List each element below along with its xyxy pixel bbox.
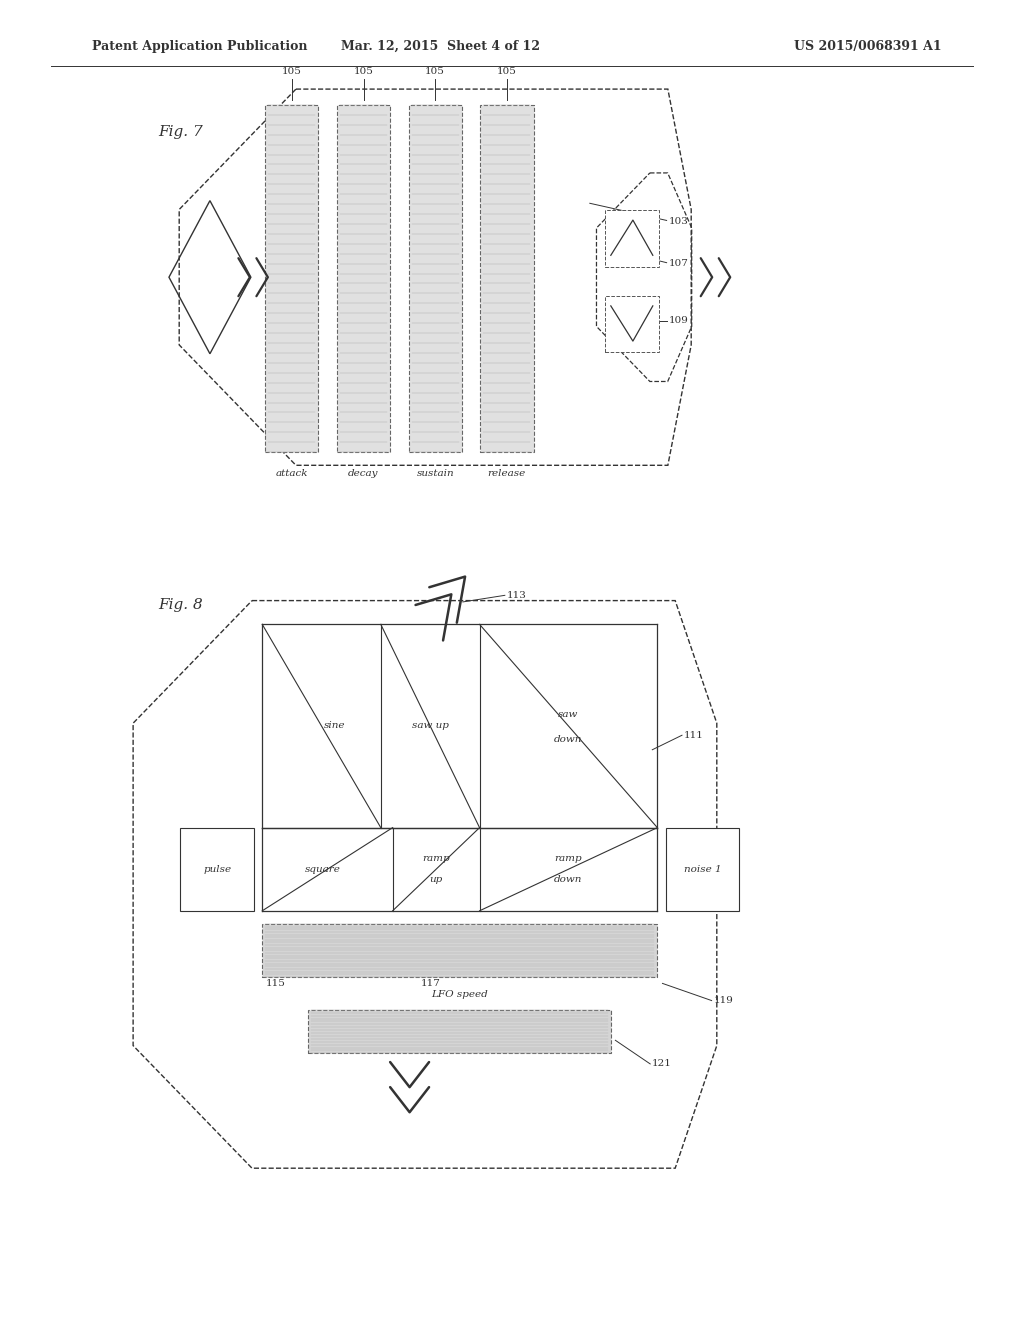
- Bar: [180, 828, 254, 911]
- Text: 115: 115: [265, 979, 286, 989]
- Text: square: square: [304, 865, 340, 874]
- Text: 111: 111: [684, 731, 703, 739]
- Bar: [409, 106, 462, 451]
- Text: saw: saw: [558, 710, 579, 718]
- Text: 117: 117: [420, 979, 440, 989]
- Text: decay: decay: [348, 469, 379, 478]
- Text: Patent Application Publication: Patent Application Publication: [92, 40, 307, 53]
- Text: US 2015/0068391 A1: US 2015/0068391 A1: [795, 40, 942, 53]
- Text: 105: 105: [282, 67, 302, 77]
- Text: 121: 121: [652, 1060, 672, 1068]
- Text: pulse: pulse: [203, 865, 231, 874]
- Bar: [604, 296, 659, 352]
- Text: up: up: [429, 875, 442, 884]
- Bar: [480, 106, 534, 451]
- Bar: [265, 106, 318, 451]
- Text: down: down: [554, 875, 583, 884]
- Text: 105: 105: [497, 67, 517, 77]
- Bar: [308, 1010, 611, 1053]
- Text: attack: attack: [275, 469, 308, 478]
- Text: 105: 105: [353, 67, 374, 77]
- Bar: [604, 210, 659, 267]
- Text: 105: 105: [425, 67, 445, 77]
- Text: 119: 119: [714, 997, 733, 1005]
- Text: sustain: sustain: [417, 469, 454, 478]
- Text: LFO speed: LFO speed: [431, 990, 488, 999]
- Text: 107: 107: [669, 260, 688, 268]
- Text: saw up: saw up: [412, 722, 449, 730]
- Text: ramp: ramp: [422, 854, 450, 863]
- Text: noise 1: noise 1: [684, 865, 721, 874]
- Bar: [262, 924, 657, 977]
- Text: ramp: ramp: [555, 854, 583, 863]
- Bar: [666, 828, 739, 911]
- Text: 109: 109: [669, 317, 688, 325]
- Text: sine: sine: [324, 722, 345, 730]
- Text: Mar. 12, 2015  Sheet 4 of 12: Mar. 12, 2015 Sheet 4 of 12: [341, 40, 540, 53]
- Text: down: down: [554, 735, 583, 743]
- Text: 113: 113: [507, 591, 526, 599]
- Text: release: release: [487, 469, 526, 478]
- Text: 103: 103: [669, 218, 688, 226]
- Text: Fig. 8: Fig. 8: [159, 598, 204, 611]
- Bar: [337, 106, 390, 451]
- Text: Fig. 7: Fig. 7: [159, 125, 204, 139]
